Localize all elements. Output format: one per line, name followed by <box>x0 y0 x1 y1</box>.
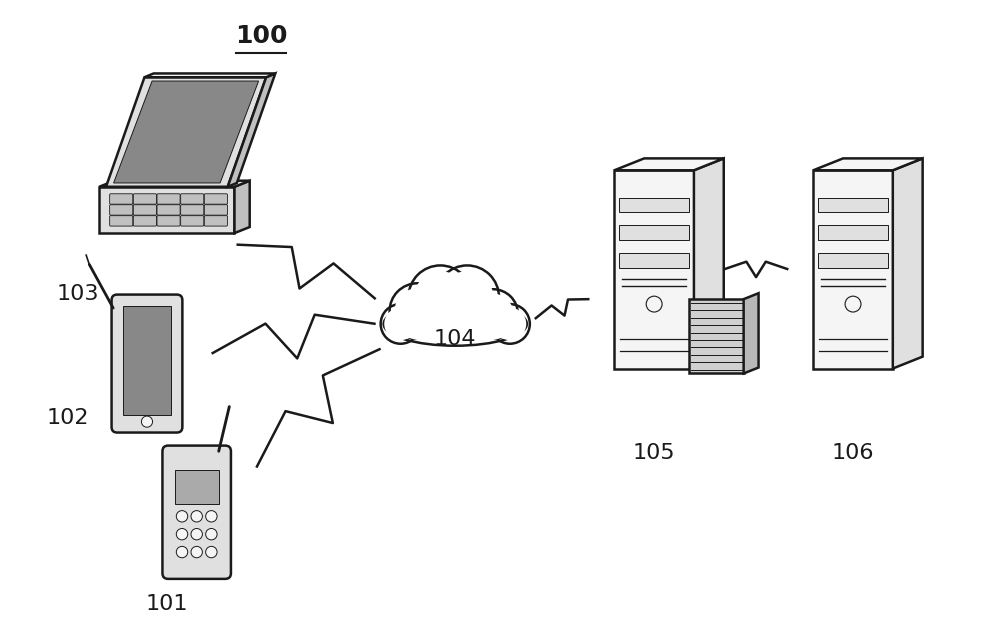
FancyBboxPatch shape <box>133 204 156 215</box>
Text: 106: 106 <box>832 443 874 463</box>
FancyBboxPatch shape <box>110 216 133 226</box>
Circle shape <box>191 528 202 540</box>
Bar <box>818 198 888 213</box>
Text: 100: 100 <box>235 25 288 48</box>
Circle shape <box>206 528 217 540</box>
FancyBboxPatch shape <box>181 216 204 226</box>
FancyBboxPatch shape <box>133 216 156 226</box>
Circle shape <box>468 289 518 339</box>
Text: 105: 105 <box>633 443 675 463</box>
Polygon shape <box>689 299 744 374</box>
Circle shape <box>473 294 513 335</box>
Polygon shape <box>813 159 923 170</box>
Polygon shape <box>893 159 923 369</box>
FancyBboxPatch shape <box>162 445 231 579</box>
FancyBboxPatch shape <box>112 294 182 433</box>
FancyBboxPatch shape <box>110 194 133 204</box>
Text: 102: 102 <box>46 408 89 428</box>
FancyBboxPatch shape <box>204 216 227 226</box>
Circle shape <box>176 547 188 558</box>
Bar <box>619 253 689 268</box>
Polygon shape <box>228 74 275 187</box>
Polygon shape <box>234 181 250 233</box>
Circle shape <box>845 296 861 312</box>
FancyBboxPatch shape <box>157 204 180 215</box>
Circle shape <box>191 547 202 558</box>
Circle shape <box>494 308 526 340</box>
Text: 103: 103 <box>56 284 99 304</box>
Polygon shape <box>99 187 234 233</box>
Bar <box>175 470 219 504</box>
Bar <box>818 253 888 268</box>
Bar <box>619 198 689 213</box>
Circle shape <box>390 283 445 339</box>
FancyBboxPatch shape <box>204 204 227 215</box>
Circle shape <box>191 511 202 522</box>
FancyBboxPatch shape <box>181 204 204 215</box>
Polygon shape <box>744 293 759 374</box>
FancyBboxPatch shape <box>133 194 156 204</box>
Polygon shape <box>99 181 250 187</box>
Polygon shape <box>106 77 266 187</box>
Circle shape <box>141 416 153 427</box>
Circle shape <box>441 271 493 323</box>
Polygon shape <box>614 170 694 369</box>
Bar <box>818 225 888 240</box>
Circle shape <box>414 271 466 323</box>
Polygon shape <box>813 170 893 369</box>
FancyBboxPatch shape <box>204 194 227 204</box>
Circle shape <box>490 304 530 343</box>
Polygon shape <box>614 159 724 170</box>
Circle shape <box>384 308 417 340</box>
Circle shape <box>206 547 217 558</box>
Circle shape <box>176 528 188 540</box>
FancyBboxPatch shape <box>157 216 180 226</box>
Polygon shape <box>114 81 259 183</box>
Bar <box>123 306 171 415</box>
FancyBboxPatch shape <box>181 194 204 204</box>
Circle shape <box>435 265 499 329</box>
Circle shape <box>176 511 188 522</box>
Circle shape <box>646 296 662 312</box>
FancyBboxPatch shape <box>157 194 180 204</box>
Polygon shape <box>694 159 724 369</box>
Ellipse shape <box>384 302 527 346</box>
Circle shape <box>381 304 420 343</box>
Circle shape <box>395 288 440 334</box>
Text: 101: 101 <box>146 594 188 615</box>
Circle shape <box>206 511 217 522</box>
Bar <box>619 225 689 240</box>
FancyBboxPatch shape <box>110 204 133 215</box>
Text: 104: 104 <box>434 329 477 349</box>
Ellipse shape <box>390 304 520 344</box>
Circle shape <box>409 265 472 329</box>
Polygon shape <box>144 74 275 77</box>
